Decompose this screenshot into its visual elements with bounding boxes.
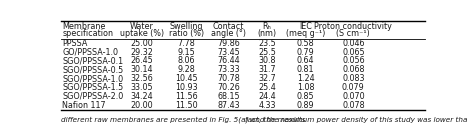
Text: 70.78: 70.78 (217, 74, 240, 83)
Text: 25.5: 25.5 (258, 48, 276, 57)
Text: 0.068: 0.068 (342, 65, 365, 74)
Text: 87.43: 87.43 (217, 101, 240, 110)
Text: IEC: IEC (299, 22, 312, 31)
Text: 0.046: 0.046 (342, 39, 365, 48)
Text: 10.45: 10.45 (175, 74, 198, 83)
Text: GO/PPSSA-1.0: GO/PPSSA-1.0 (62, 48, 118, 57)
Text: Nafion 117: Nafion 117 (62, 101, 106, 110)
Text: 70.26: 70.26 (217, 83, 240, 92)
Text: SGO/PPSSA-1.0: SGO/PPSSA-1.0 (62, 74, 123, 83)
Text: 0.79: 0.79 (297, 48, 314, 57)
Text: 0.64: 0.64 (297, 56, 314, 65)
Text: 7.78: 7.78 (177, 39, 195, 48)
Text: Water: Water (130, 22, 154, 31)
Text: 73.33: 73.33 (217, 65, 240, 74)
Text: 0.070: 0.070 (342, 92, 365, 101)
Text: 0.81: 0.81 (297, 65, 314, 74)
Text: different raw membranes are presented in Fig. 5(a) and the results: different raw membranes are presented in… (61, 116, 306, 123)
Text: 68.15: 68.15 (217, 92, 240, 101)
Text: Membrane: Membrane (62, 22, 106, 31)
Text: 31.7: 31.7 (258, 65, 276, 74)
Text: 23.5: 23.5 (258, 39, 276, 48)
Text: 0.078: 0.078 (342, 101, 365, 110)
Text: 24.4: 24.4 (258, 92, 276, 101)
Text: ratio (%): ratio (%) (169, 29, 204, 38)
Text: 30.14: 30.14 (131, 65, 153, 74)
Text: 25.4: 25.4 (258, 83, 276, 92)
Text: 4.33: 4.33 (258, 101, 276, 110)
Text: 76.44: 76.44 (217, 56, 240, 65)
Text: specification: specification (62, 29, 113, 38)
Text: 1.08: 1.08 (297, 83, 314, 92)
Text: SGO/PPSSA-1.5: SGO/PPSSA-1.5 (62, 83, 123, 92)
Text: 1.24: 1.24 (297, 74, 314, 83)
Text: 32.7: 32.7 (258, 74, 276, 83)
Text: 0.85: 0.85 (297, 92, 314, 101)
Text: 26.45: 26.45 (131, 56, 154, 65)
Text: 29.32: 29.32 (131, 48, 154, 57)
Text: 9.15: 9.15 (177, 48, 195, 57)
Text: Contact: Contact (213, 22, 244, 31)
Text: 8.06: 8.06 (177, 56, 195, 65)
Text: 33.05: 33.05 (131, 83, 154, 92)
Text: fact, the maximum power density of this study was lower tha: fact, the maximum power density of this … (245, 117, 467, 123)
Text: Rₕ: Rₕ (263, 22, 272, 31)
Text: 25.00: 25.00 (131, 39, 154, 48)
Text: Swelling: Swelling (169, 22, 203, 31)
Text: 30.8: 30.8 (258, 56, 276, 65)
Text: 73.45: 73.45 (217, 48, 240, 57)
Text: 11.50: 11.50 (175, 101, 198, 110)
Text: 11.56: 11.56 (175, 92, 198, 101)
Text: 20.00: 20.00 (131, 101, 154, 110)
Text: 79.86: 79.86 (217, 39, 240, 48)
Text: (nm): (nm) (257, 29, 276, 38)
Text: 34.24: 34.24 (131, 92, 154, 101)
Text: 0.58: 0.58 (297, 39, 314, 48)
Text: 0.079: 0.079 (342, 83, 365, 92)
Text: PPSSA: PPSSA (62, 39, 88, 48)
Text: SGO/PPSSA-0.5: SGO/PPSSA-0.5 (62, 65, 123, 74)
Text: (meq g⁻¹): (meq g⁻¹) (286, 29, 325, 38)
Text: 10.93: 10.93 (175, 83, 198, 92)
Text: SGO/PPSSA-2.0: SGO/PPSSA-2.0 (62, 92, 123, 101)
Text: SGO/PPSSA-0.1: SGO/PPSSA-0.1 (62, 56, 123, 65)
Text: angle (°): angle (°) (211, 29, 246, 38)
Text: 0.056: 0.056 (342, 56, 365, 65)
Text: (S cm⁻¹): (S cm⁻¹) (337, 29, 370, 38)
Text: uptake (%): uptake (%) (120, 29, 164, 38)
Text: 32.56: 32.56 (131, 74, 154, 83)
Text: 0.083: 0.083 (342, 74, 365, 83)
Text: 0.065: 0.065 (342, 48, 365, 57)
Text: 9.28: 9.28 (177, 65, 195, 74)
Text: 0.89: 0.89 (297, 101, 314, 110)
Text: Proton conductivity: Proton conductivity (314, 22, 392, 31)
